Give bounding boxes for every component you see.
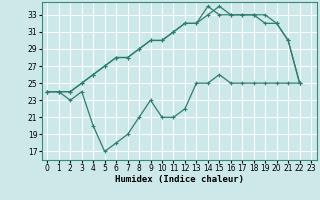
X-axis label: Humidex (Indice chaleur): Humidex (Indice chaleur)	[115, 175, 244, 184]
